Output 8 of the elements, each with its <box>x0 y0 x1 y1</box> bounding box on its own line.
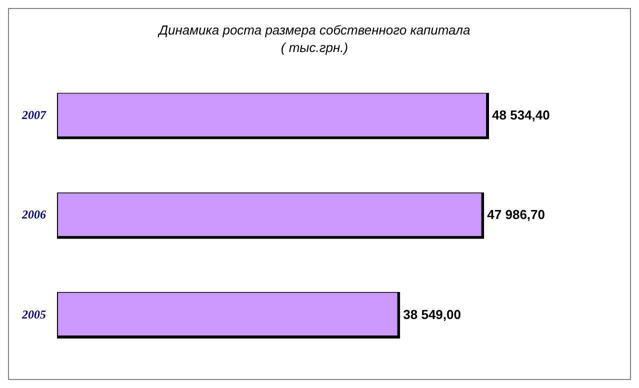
y-tick-label: 2005 <box>21 307 46 322</box>
y-tick-label: 2007 <box>21 108 47 122</box>
data-label: 47 986,70 <box>487 207 545 222</box>
chart-title: Динамика роста размера собственного капитала <box>156 22 470 38</box>
chart-subtitle: ( тыс.грн.) <box>280 40 348 56</box>
data-label: 38 549,00 <box>403 306 461 322</box>
y-tick-label: 2006 <box>21 208 46 222</box>
data-label: 48 534,40 <box>492 108 550 123</box>
